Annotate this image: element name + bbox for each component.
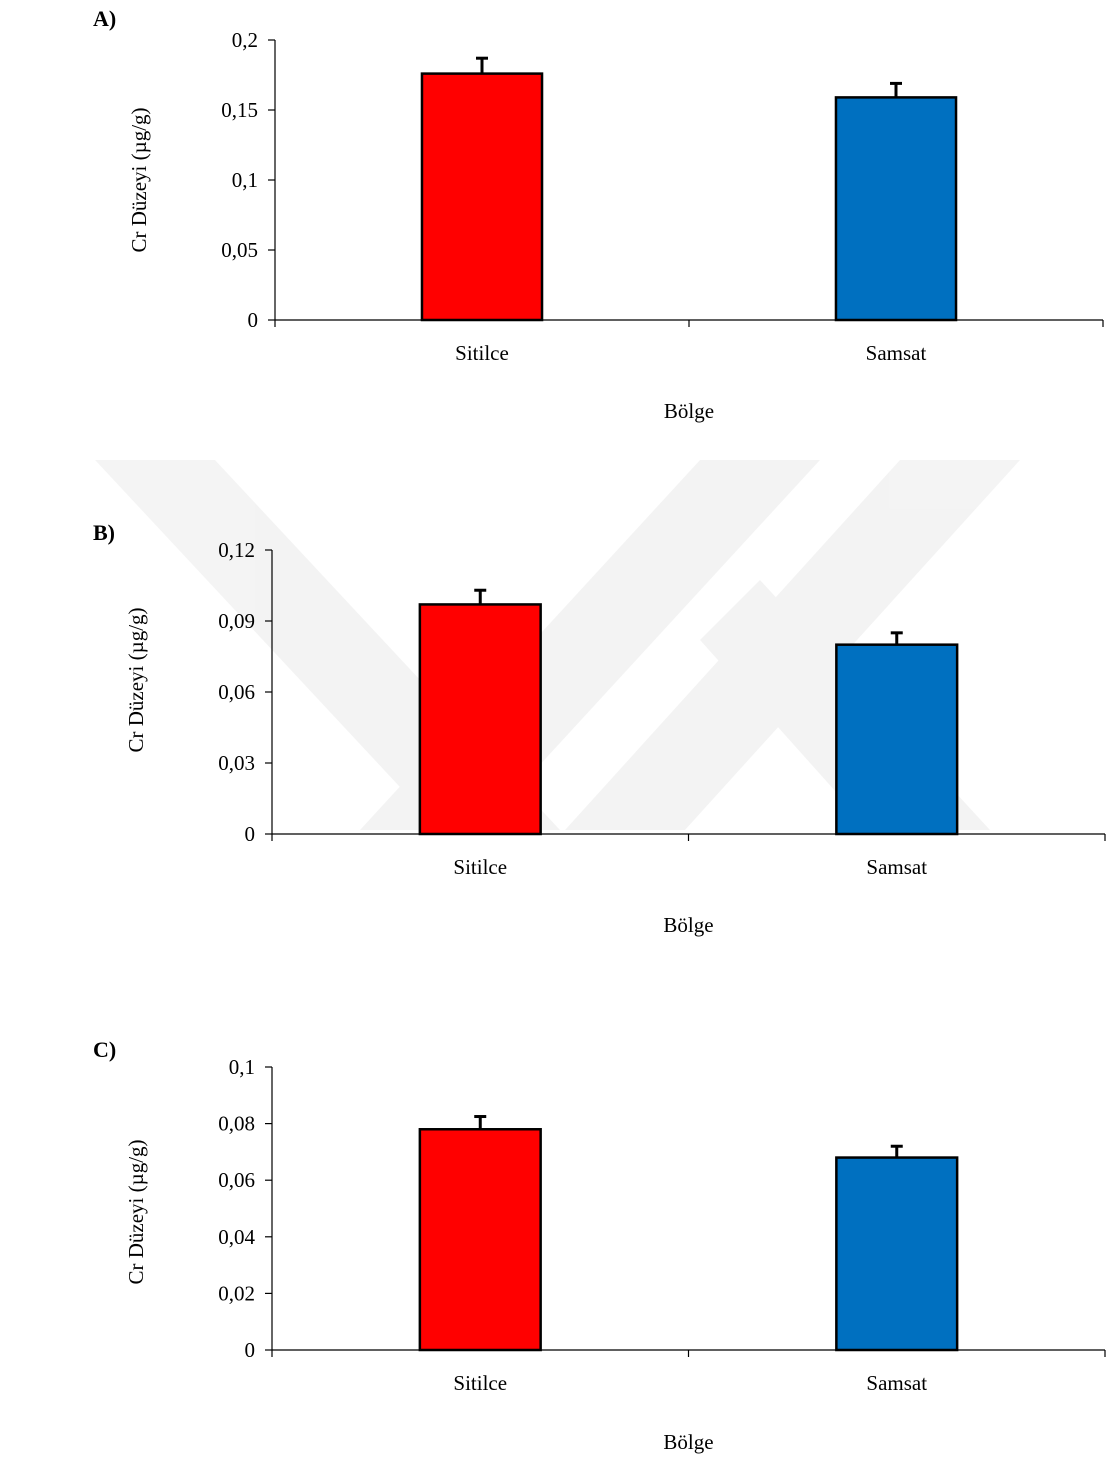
y-tick-label: 0,2 bbox=[232, 28, 258, 52]
y-tick-label: 0,1 bbox=[232, 168, 258, 192]
x-axis-title: Bölge bbox=[663, 913, 713, 937]
bar-sitilce bbox=[418, 603, 542, 836]
y-axis-title: Cr Düzeyi (µg/g) bbox=[127, 107, 151, 252]
y-tick-label: 0,06 bbox=[218, 680, 255, 704]
bar-sitilce bbox=[420, 72, 544, 322]
panel-label: B) bbox=[93, 520, 115, 545]
y-tick-label: 0,09 bbox=[218, 609, 255, 633]
bar-sitilce bbox=[418, 1128, 542, 1352]
y-tick-label: 0 bbox=[245, 1338, 256, 1362]
panel-label: C) bbox=[93, 1037, 116, 1062]
bar-samsat bbox=[835, 643, 959, 836]
y-tick-label: 0,12 bbox=[218, 538, 255, 562]
y-tick-label: 0 bbox=[248, 308, 259, 332]
x-category-label: Sitilce bbox=[455, 341, 509, 365]
y-axis-title: Cr Düzeyi (µg/g) bbox=[124, 1139, 148, 1284]
y-tick-label: 0 bbox=[245, 822, 256, 846]
x-category-label: Samsat bbox=[866, 1371, 927, 1395]
x-axis-title: Bölge bbox=[664, 399, 714, 423]
chart-panel-2: B) 0 0,03 0,06 0,09 0,12 Sitilce Samsat Bölge Cr … bbox=[93, 520, 1106, 937]
x-category-label: Sitilce bbox=[453, 855, 507, 879]
y-tick-label: 0,04 bbox=[218, 1225, 255, 1249]
x-category-label: Samsat bbox=[866, 855, 927, 879]
chart-panel-3: C) 0 0,02 0,04 0,06 0,08 0,1 Sitilce Samsat Bölge… bbox=[93, 1037, 1106, 1454]
chart-panel-1: A) 0 0,05 0,1 0,15 0,2 Sitilce Samsat Bölge Cr Dü… bbox=[93, 6, 1104, 423]
y-tick-label: 0,06 bbox=[218, 1168, 255, 1192]
y-tick-label: 0,03 bbox=[218, 751, 255, 775]
y-tick-label: 0,15 bbox=[221, 98, 258, 122]
y-tick-label: 0,02 bbox=[218, 1281, 255, 1305]
x-category-label: Samsat bbox=[866, 341, 927, 365]
x-category-label: Sitilce bbox=[453, 1371, 507, 1395]
y-tick-label: 0,1 bbox=[229, 1055, 255, 1079]
panel-label: A) bbox=[93, 6, 116, 31]
bar-samsat bbox=[834, 96, 958, 322]
bar-samsat bbox=[835, 1156, 959, 1352]
y-axis-title: Cr Düzeyi (µg/g) bbox=[124, 607, 148, 752]
x-axis-title: Bölge bbox=[663, 1430, 713, 1454]
y-tick-label: 0,08 bbox=[218, 1112, 255, 1136]
y-tick-label: 0,05 bbox=[221, 238, 258, 262]
